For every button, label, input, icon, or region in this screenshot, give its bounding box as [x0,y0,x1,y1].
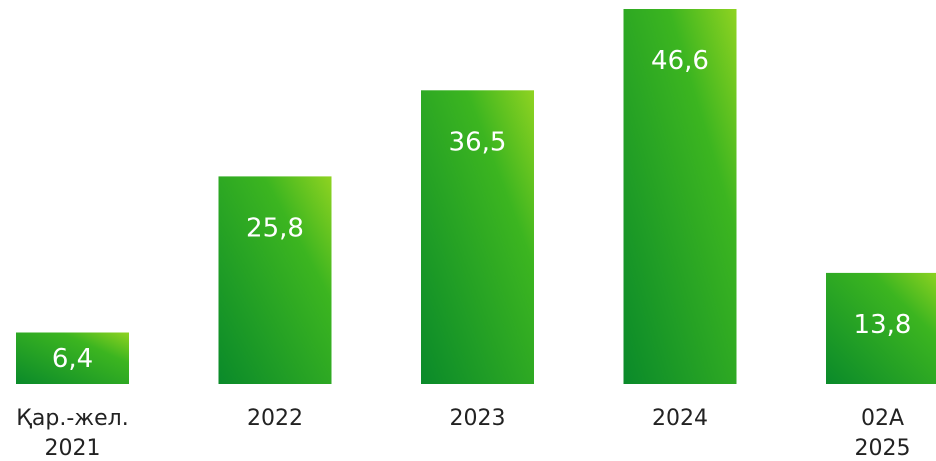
bar-3 [623,9,737,384]
bars-layer [16,9,936,385]
category-label-line-0-1: 2021 [45,436,101,461]
bar-value-label-2: 36,5 [449,127,507,157]
bar-value-label-4: 13,8 [854,310,912,340]
category-label-4: 02А 2025 [855,406,911,461]
category-label-line-1-0: 2022 [247,406,303,431]
bar-value-label-3: 46,6 [651,46,709,76]
category-labels-layer: Қар.-жел. 2021 2022 2023 2024 02А 2025 [16,406,910,461]
category-label-1: 2022 [247,406,303,431]
category-label-2: 2023 [450,406,506,431]
value-labels-layer: 6,4 25,8 36,5 46,6 13,8 [52,46,912,374]
bar-0 [16,332,129,384]
category-label-line-3-0: 2024 [652,406,708,431]
category-label-line-4-0: 02А [861,406,904,431]
category-label-3: 2024 [652,406,708,431]
bar-value-label-0: 6,4 [52,344,93,374]
bar-2 [421,90,534,385]
bar-4 [826,272,936,384]
bar-1 [218,176,332,384]
category-label-line-2-0: 2023 [450,406,506,431]
category-label-0: Қар.-жел. 2021 [16,406,128,461]
category-label-line-4-1: 2025 [855,436,911,461]
category-label-line-0-0: Қар.-жел. [16,406,128,431]
bar-value-label-1: 25,8 [246,213,304,243]
